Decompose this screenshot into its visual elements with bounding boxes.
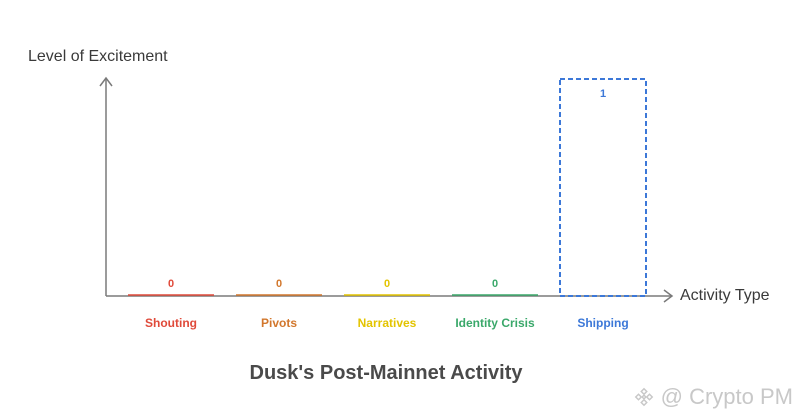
binance-logo-icon [634, 387, 653, 407]
value-label: 0 [492, 278, 498, 290]
y-axis-label: Level of Excitement [28, 48, 168, 65]
watermark-text: @ Crypto PM [660, 384, 793, 409]
chart-axes [99, 76, 674, 303]
x-axis-label: Activity Type [680, 287, 770, 304]
bars-group [128, 78, 647, 297]
category-label: Shipping [577, 316, 628, 330]
x-axis-arrow-icon [663, 289, 674, 303]
value-label: 1 [600, 88, 606, 100]
category-label: Shouting [145, 316, 197, 330]
value-label: 0 [276, 278, 282, 290]
watermark: @ Crypto PM [633, 384, 793, 410]
chart-title: Dusk's Post-Mainnet Activity [249, 362, 523, 384]
category-label: Narratives [358, 316, 417, 330]
category-label: Identity Crisis [455, 316, 535, 330]
bar-shipping [559, 78, 647, 297]
y-axis-arrow-icon [99, 76, 113, 87]
category-label: Pivots [261, 316, 297, 330]
value-label: 0 [384, 278, 390, 290]
value-labels-group: 0 0 0 0 1 [168, 88, 606, 290]
category-labels-group: Shouting Pivots Narratives Identity Crisis S… [145, 316, 629, 330]
value-label: 0 [168, 278, 174, 290]
